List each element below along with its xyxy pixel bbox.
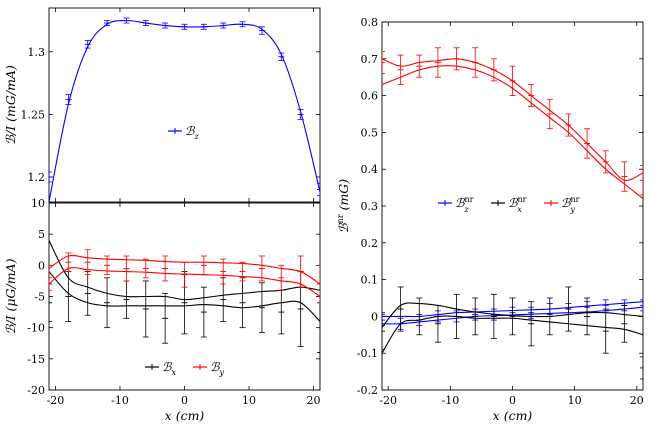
x-tick-label: 0 [181,394,188,407]
y-tick-label: -20 [27,384,45,397]
x-tick-label: -10 [111,394,129,407]
y-axis-label: ℬ/I (μG/mA) [3,258,18,334]
x-tick-label: 20 [630,394,644,407]
x-tick-label: 10 [242,394,256,407]
y-tick-label: 0.1 [361,274,379,287]
legend-label-znr: ℬnr z [455,195,474,214]
y-tick-label: -0.2 [357,384,378,397]
x-tick-label: 10 [568,394,582,407]
panel-bottom-left: -20 -15 -10 -5 0 5 10 -20 -10 0 10 20 x (cm) ℬ/I (μG/… [3,197,321,423]
y-tick-label: 10 [31,197,45,210]
y-axis-label: ℬnr (mG) [336,179,351,234]
y-tick-label: 0.8 [361,16,379,29]
axes-frame [48,7,321,203]
y-tick-label: 0.4 [361,163,379,176]
y-tick-label: 1.2 [28,171,46,184]
legend-label-xnr: ℬnr x [508,195,527,214]
y-tick-label: 1.25 [21,108,46,121]
y-axis-label: ℬ/I (mG/mA) [3,65,18,145]
y-tick-label: 0.3 [361,200,379,213]
y-tick-label: -10 [27,322,45,335]
series-group [49,17,320,202]
y-tick-label: 0.2 [361,237,379,250]
legend-label-y: ℬy [210,360,224,377]
x-axis-label: x (cm) [165,408,205,423]
series-group [49,240,320,390]
y-tick-label: 0.5 [361,126,379,139]
y-tick-label: -0.1 [357,347,378,360]
panel-top-left: 1.2 1.25 1.3 ℬ/I (mG/mA) ℬz [3,7,321,203]
y-tick-label: 0.6 [361,90,379,103]
x-tick-label: -20 [379,394,397,407]
x-tick-label: -10 [441,394,459,407]
y-tick-label: 1.3 [28,46,46,59]
x-tick-label: 20 [307,394,321,407]
x-tick-label: -20 [47,394,65,407]
y-tick-label: -15 [27,353,45,366]
legend-label-z: ℬz [185,124,199,141]
legend-label-x: ℬx [162,360,176,377]
y-tick-label: 0.7 [361,53,379,66]
y-tick-label: 0 [371,310,378,323]
y-tick-label: -5 [34,291,45,304]
series-group [382,47,643,380]
y-tick-label: 5 [38,228,45,241]
panel-right: -0.2 -0.1 0 0.1 0.2 0.3 0.4 0.5 0.6 0.7 0.8 -20 -10 0… [336,16,644,423]
legend-label-ynr: ℬnr y [561,195,580,214]
y-tick-label: 0 [38,259,45,272]
x-axis-label: x (cm) [493,408,533,423]
x-tick-label: 0 [509,394,516,407]
